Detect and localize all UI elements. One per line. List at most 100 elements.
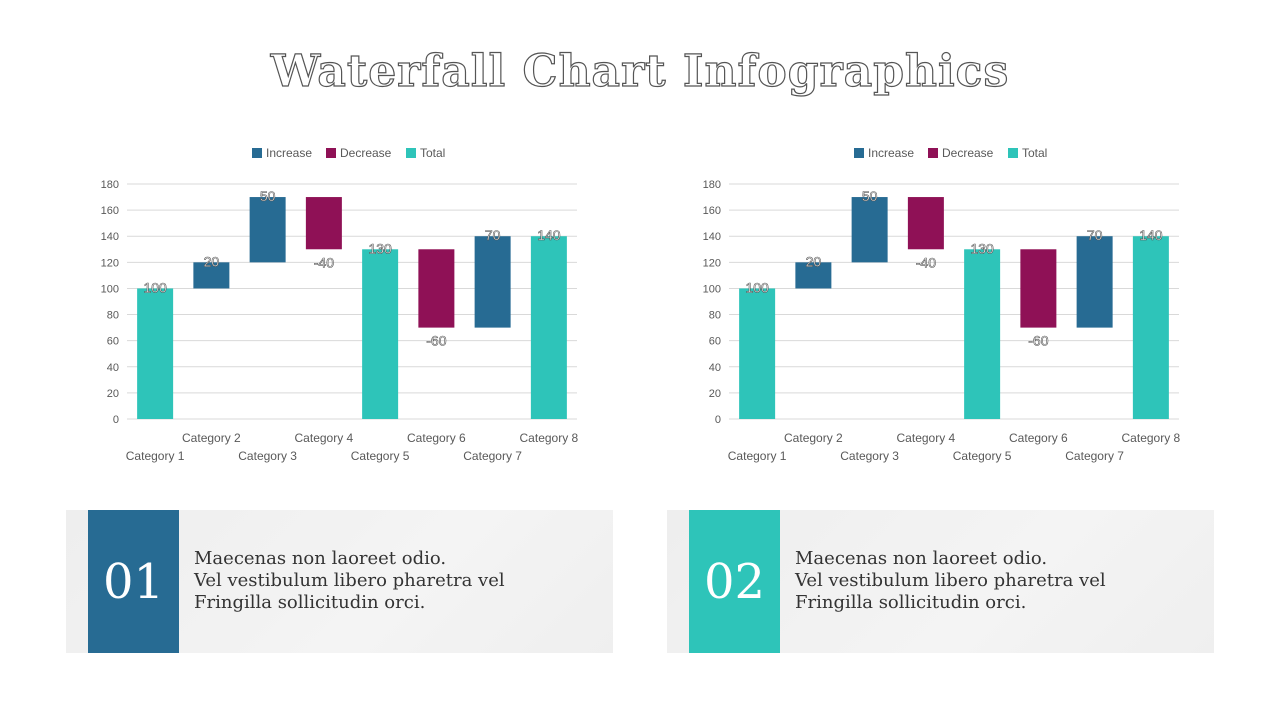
y-tick-label: 20 bbox=[709, 388, 721, 400]
panel-text: Maecenas non laoreet odio. Vel vestibulu… bbox=[194, 548, 594, 614]
x-tick-label: Category 2 bbox=[784, 431, 843, 445]
x-tick-label: Category 2 bbox=[182, 431, 241, 445]
legend-swatch-increase bbox=[854, 148, 864, 158]
bar-data-label: 70 bbox=[485, 227, 501, 243]
legend-label-decrease: Decrease bbox=[942, 146, 994, 160]
y-tick-label: 80 bbox=[107, 310, 119, 322]
y-tick-label: 100 bbox=[101, 283, 119, 295]
bar-increase bbox=[193, 262, 230, 289]
bar-decrease bbox=[907, 197, 944, 250]
y-tick-label: 160 bbox=[703, 205, 721, 217]
bar-increase bbox=[1076, 236, 1113, 328]
x-tick-label: Category 6 bbox=[1009, 431, 1068, 445]
y-tick-label: 60 bbox=[107, 336, 119, 348]
x-tick-label: Category 5 bbox=[953, 449, 1012, 463]
legend-swatch-increase bbox=[252, 148, 262, 158]
bar-data-label: 100 bbox=[143, 279, 167, 295]
panel-text-line: Maecenas non laoreet odio. bbox=[795, 548, 1048, 569]
x-tick-label: Category 1 bbox=[126, 449, 185, 463]
bar-data-label: -60 bbox=[426, 333, 446, 349]
bar-data-label: 70 bbox=[1087, 227, 1103, 243]
bar-data-label: -40 bbox=[916, 254, 936, 270]
legend-label-total: Total bbox=[420, 146, 445, 160]
legend-swatch-decrease bbox=[326, 148, 336, 158]
bar-increase bbox=[249, 197, 286, 263]
bar-decrease bbox=[418, 249, 455, 328]
bar-increase bbox=[851, 197, 888, 263]
bar-data-label: -60 bbox=[1028, 333, 1048, 349]
chart-legend: Increase Decrease Total bbox=[854, 146, 1047, 160]
page-title: Waterfall Chart Infographics bbox=[270, 45, 1010, 97]
panel-text-line: Vel vestibulum libero pharetra vel bbox=[795, 570, 1106, 591]
bar-data-label: 100 bbox=[745, 279, 769, 295]
y-tick-label: 60 bbox=[709, 336, 721, 348]
bar-total bbox=[964, 249, 1001, 419]
y-tick-label: 0 bbox=[715, 414, 721, 426]
legend-label-total: Total bbox=[1022, 146, 1047, 160]
chart-svg: Increase Decrease Total 0 20 40 60 80 100 120 140 1… bbox=[703, 146, 1181, 463]
legend-label-decrease: Decrease bbox=[340, 146, 392, 160]
y-tick-label: 180 bbox=[703, 179, 721, 191]
x-tick-label: Category 6 bbox=[407, 431, 466, 445]
y-tick-label: 160 bbox=[101, 205, 119, 217]
legend-label-increase: Increase bbox=[266, 146, 312, 160]
waterfall-chart-2: Increase Decrease Total 0 20 40 60 80 100 120 140 1… bbox=[677, 135, 1197, 475]
panel-number-box: 02 bbox=[689, 510, 780, 653]
y-tick-label: 0 bbox=[113, 414, 119, 426]
chart-svg: Increase Decrease Total 0 20 40 60 80 100 120 140 1… bbox=[101, 146, 579, 463]
bar-increase bbox=[795, 262, 832, 289]
x-tick-label: Category 7 bbox=[463, 449, 522, 463]
y-tick-label: 140 bbox=[101, 231, 119, 243]
info-panel-2: 02 Maecenas non laoreet odio. Vel vestib… bbox=[667, 510, 1214, 653]
bar-data-label: -40 bbox=[314, 254, 334, 270]
y-tick-label: 80 bbox=[709, 310, 721, 322]
panel-number: 02 bbox=[703, 553, 766, 610]
legend-swatch-total bbox=[406, 148, 416, 158]
y-tick-label: 140 bbox=[703, 231, 721, 243]
y-tick-label: 180 bbox=[101, 179, 119, 191]
bar-decrease bbox=[1020, 249, 1057, 328]
x-tick-label: Category 7 bbox=[1065, 449, 1124, 463]
y-tick-label: 120 bbox=[703, 257, 721, 269]
bar-total bbox=[530, 236, 567, 419]
bar-data-label: 140 bbox=[537, 227, 561, 243]
y-tick-label: 100 bbox=[703, 283, 721, 295]
legend-swatch-total bbox=[1008, 148, 1018, 158]
bar-increase bbox=[474, 236, 511, 328]
y-tick-label: 120 bbox=[101, 257, 119, 269]
x-tick-label: Category 4 bbox=[295, 431, 354, 445]
x-tick-label: Category 8 bbox=[1122, 431, 1181, 445]
y-tick-label: 20 bbox=[107, 388, 119, 400]
x-tick-label: Category 1 bbox=[728, 449, 787, 463]
panel-text-line: Fringilla sollicitudin orci. bbox=[795, 592, 1027, 613]
bar-data-label: 130 bbox=[970, 240, 994, 256]
panel-number: 01 bbox=[102, 553, 165, 610]
bar-data-label: 130 bbox=[368, 240, 392, 256]
x-tick-label: Category 3 bbox=[840, 449, 899, 463]
bar-data-label: 20 bbox=[806, 253, 822, 269]
panel-text: Maecenas non laoreet odio. Vel vestibulu… bbox=[795, 548, 1195, 614]
bar-data-label: 50 bbox=[260, 188, 276, 204]
bar-data-label: 50 bbox=[862, 188, 878, 204]
panel-number-box: 01 bbox=[88, 510, 179, 653]
bar-total bbox=[1132, 236, 1169, 419]
x-tick-label: Category 3 bbox=[238, 449, 297, 463]
panel-text-line: Vel vestibulum libero pharetra vel bbox=[194, 570, 505, 591]
info-panel-1: 01 Maecenas non laoreet odio. Vel vestib… bbox=[66, 510, 613, 653]
bar-data-label: 20 bbox=[204, 253, 220, 269]
chart-legend: Increase Decrease Total bbox=[252, 146, 445, 160]
legend-swatch-decrease bbox=[928, 148, 938, 158]
bar-total bbox=[137, 288, 174, 419]
panel-text-line: Maecenas non laoreet odio. bbox=[194, 548, 447, 569]
y-tick-label: 40 bbox=[107, 362, 119, 374]
bar-data-label: 140 bbox=[1139, 227, 1163, 243]
bar-total bbox=[362, 249, 399, 419]
x-tick-label: Category 4 bbox=[897, 431, 956, 445]
panel-text-line: Fringilla sollicitudin orci. bbox=[194, 592, 426, 613]
legend-label-increase: Increase bbox=[868, 146, 914, 160]
x-tick-label: Category 8 bbox=[520, 431, 579, 445]
y-tick-label: 40 bbox=[709, 362, 721, 374]
bar-total bbox=[739, 288, 776, 419]
x-tick-label: Category 5 bbox=[351, 449, 410, 463]
waterfall-chart-1: Increase Decrease Total 0 20 40 60 80 100 120 140 1… bbox=[75, 135, 595, 475]
